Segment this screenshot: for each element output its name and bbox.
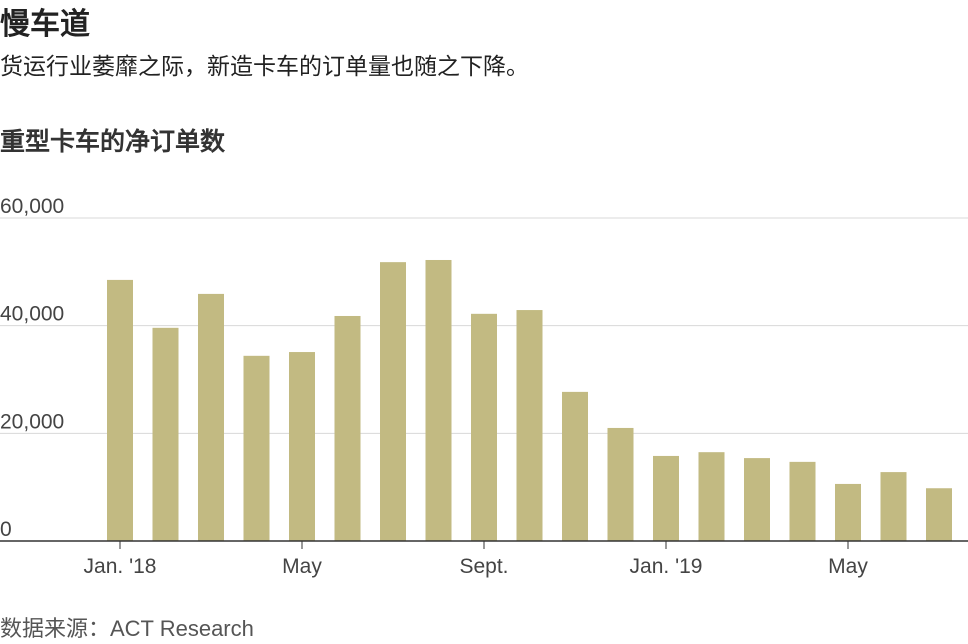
- source: 数据来源：ACT Research: [0, 616, 254, 641]
- bar: [289, 352, 315, 541]
- y-tick-label: 60,000: [0, 195, 64, 218]
- bar: [334, 315, 361, 541]
- bar: [107, 279, 133, 541]
- bar: [152, 327, 179, 541]
- y-tick-label: 0: [0, 518, 12, 541]
- bar: [835, 483, 861, 541]
- chart-subtitle: 货运行业萎靡之际，新造卡车的订单量也随之下降。: [0, 53, 529, 79]
- bar: [562, 391, 588, 541]
- y-tick-label: 20,000: [0, 410, 64, 433]
- bar: [744, 458, 770, 541]
- x-tick-label: Jan. '18: [84, 555, 157, 578]
- x-tick-label: May: [282, 555, 322, 578]
- bar: [243, 355, 270, 541]
- bar: [607, 427, 634, 541]
- x-tick-label: May: [828, 555, 868, 578]
- bar: [698, 452, 725, 541]
- chart-inner-title: 重型卡车的净订单数: [0, 127, 226, 156]
- chart-title: 慢车道: [0, 7, 90, 41]
- bar: [880, 472, 907, 541]
- x-tick-label: Jan. '19: [630, 555, 703, 578]
- bar: [198, 293, 224, 541]
- bar: [926, 488, 952, 541]
- bar: [653, 455, 679, 541]
- y-tick-label: 40,000: [0, 303, 64, 326]
- bar: [471, 313, 497, 541]
- bar: [789, 461, 816, 541]
- bar: [516, 310, 543, 541]
- bar: [380, 262, 406, 541]
- bar: [425, 259, 452, 541]
- x-tick-label: Sept.: [459, 555, 508, 578]
